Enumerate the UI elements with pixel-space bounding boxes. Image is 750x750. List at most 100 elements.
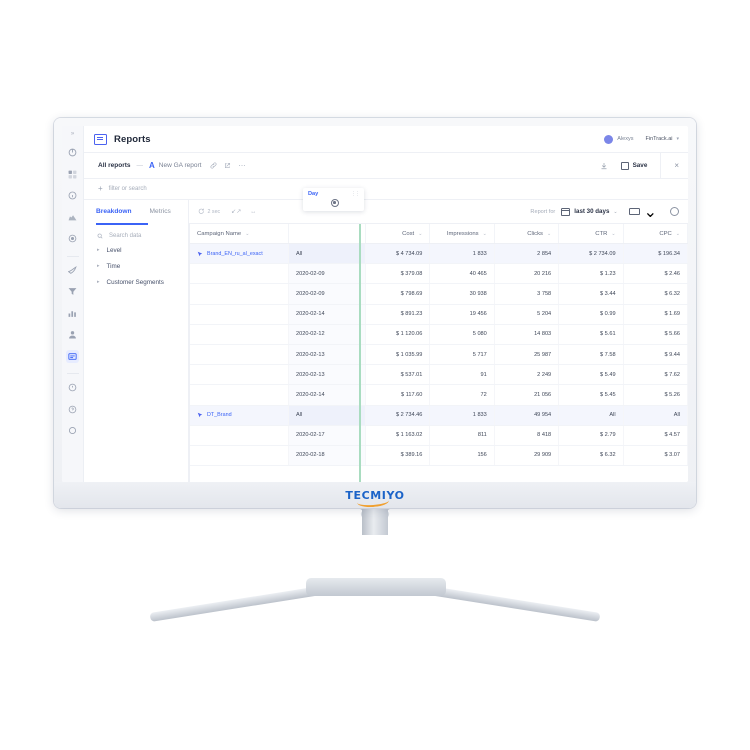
- tree-item-time[interactable]: ▸ Time: [97, 263, 188, 270]
- filter-icon[interactable]: [66, 285, 79, 298]
- avatar[interactable]: [604, 134, 614, 144]
- bulb-icon[interactable]: [66, 381, 79, 394]
- column-header-clicks[interactable]: Clicks ⌄: [494, 224, 560, 244]
- report-toolbar: 2 sec ↙↗ ↔ Report for last 30 days ⌄: [189, 200, 688, 223]
- cell-cost: $ 1 163.02: [365, 425, 431, 446]
- chevron-right-icon: ▸: [97, 279, 100, 285]
- cell-cpc: $ 5.26: [623, 384, 688, 406]
- table-view-icon: [628, 207, 640, 216]
- view-mode-picker[interactable]: ⌄: [628, 202, 657, 222]
- bar-icon[interactable]: [66, 307, 79, 320]
- circle-icon[interactable]: [66, 424, 79, 437]
- download-icon[interactable]: [600, 162, 608, 170]
- cell-cost: $ 4 734.09: [365, 243, 431, 265]
- link-icon[interactable]: [210, 162, 217, 169]
- close-report-button[interactable]: ×: [660, 153, 679, 178]
- table-row[interactable]: Brand_EN_ru_al_exact All $ 4 734.09 1 833 2 …: [190, 243, 688, 265]
- cell-cost: $ 2 734.46: [365, 405, 431, 426]
- cell-clicks: 20 216: [494, 263, 560, 285]
- drag-handle[interactable]: ⋮⋮: [351, 191, 360, 197]
- table-row[interactable]: 2020-02-17 $ 1 163.02 811 8 418 $ 2.79 $ 4.57: [190, 425, 688, 446]
- chart-icon[interactable]: [66, 211, 79, 224]
- more-icon[interactable]: ⋯: [238, 162, 246, 170]
- table-row[interactable]: 2020-02-09 $ 798.69 30 938 3 758 $ 3.44 $ 6.3…: [190, 283, 688, 305]
- table-row[interactable]: 2020-02-13 $ 537.01 91 2 249 $ 5.49 $ 7.62: [190, 364, 688, 386]
- fit-width-icon[interactable]: ↔: [250, 208, 257, 215]
- column-header-cpc[interactable]: CPC ⌄: [623, 224, 688, 244]
- cell-impressions: 1 833: [429, 405, 495, 426]
- refresh-button[interactable]: 2 sec: [198, 208, 220, 215]
- sort-caret-icon[interactable]: ⌄: [418, 230, 423, 237]
- column-header-campaign-name[interactable]: Campaign Name ⌄: [190, 224, 289, 244]
- table-row[interactable]: 2020-02-13 $ 1 035.99 5 717 25 987 $ 7.58 $ 9…: [190, 344, 688, 366]
- sort-caret-icon[interactable]: ⌄: [245, 230, 250, 237]
- sort-caret-icon[interactable]: ⌄: [611, 230, 616, 237]
- column-header-day[interactable]: [288, 224, 366, 244]
- expand-icon[interactable]: ↙↗: [231, 209, 242, 215]
- sort-caret-icon[interactable]: ⌄: [675, 230, 680, 237]
- report-table-wrap[interactable]: Campaign Name ⌄ Cost ⌄: [189, 223, 688, 482]
- table-row[interactable]: 2020-02-14 $ 891.23 19 456 5 204 $ 0.99 $ 1.6…: [190, 304, 688, 325]
- cell-campaign-name: [190, 263, 289, 285]
- tab-breakdown[interactable]: Breakdown: [96, 208, 132, 215]
- cell-clicks: 14 803: [494, 324, 560, 345]
- help-icon[interactable]: [66, 403, 79, 416]
- monitor: »: [54, 118, 696, 508]
- share-icon[interactable]: [224, 162, 231, 169]
- cell-ctr: $ 2 734.09: [558, 243, 624, 265]
- column-header-ctr[interactable]: CTR ⌄: [558, 224, 624, 244]
- target-icon[interactable]: [66, 232, 79, 245]
- table-row[interactable]: DT_Brand All $ 2 734.46 1 833 49 954 All All: [190, 405, 688, 426]
- table-row[interactable]: 2020-02-14 $ 117.60 72 21 056 $ 5.45 $ 5.26: [190, 384, 688, 406]
- cell-impressions: 5 080: [429, 324, 495, 345]
- collapse-rail-button[interactable]: »: [70, 131, 75, 137]
- breadcrumb-separator: —: [136, 162, 144, 169]
- column-header-cost[interactable]: Cost ⌄: [365, 224, 431, 244]
- sort-caret-icon[interactable]: ⌄: [546, 230, 552, 237]
- cell-day: All: [288, 243, 366, 265]
- table-row[interactable]: 2020-02-12 $ 1 120.06 5 080 14 803 $ 5.61 $ 5…: [190, 324, 688, 345]
- campaign-name-label: Brand_EN_ru_al_exact: [207, 250, 263, 257]
- cell-campaign-name: DT_Brand: [190, 405, 289, 426]
- rocket-icon[interactable]: [66, 264, 79, 277]
- grid-icon[interactable]: [66, 168, 79, 181]
- sidebar-item-reports[interactable]: [66, 349, 79, 363]
- tree-item-level[interactable]: ▸ Level: [97, 247, 188, 254]
- sort-caret-icon[interactable]: ⌄: [482, 230, 487, 237]
- top-bar: Reports Alexys FinTrack.ai ▾: [84, 126, 688, 153]
- account-switcher[interactable]: FinTrack.ai: [645, 136, 673, 142]
- breakdown-pane: Breakdown Metrics Search data ▸: [84, 200, 189, 482]
- chevron-down-icon: ⌄: [613, 208, 618, 215]
- campaign-cell[interactable]: Brand_EN_ru_al_exact: [197, 251, 281, 257]
- tab-metrics[interactable]: Metrics: [149, 208, 171, 215]
- campaign-cell[interactable]: DT_Brand: [197, 412, 281, 418]
- cell-clicks: 8 418: [494, 425, 560, 446]
- info-icon[interactable]: [66, 189, 79, 202]
- cell-cost: $ 1 120.06: [365, 324, 431, 345]
- cell-impressions: 72: [429, 384, 495, 406]
- app-window: »: [62, 126, 688, 482]
- person-icon[interactable]: [66, 328, 79, 341]
- filter-search-input[interactable]: filter or search: [108, 186, 147, 192]
- chevron-down-icon[interactable]: ▾: [676, 136, 679, 142]
- filter-row[interactable]: + filter or search: [84, 179, 688, 200]
- day-popover-label: Day: [308, 191, 319, 197]
- tab-underline: [96, 223, 148, 225]
- gear-icon[interactable]: [670, 207, 679, 216]
- dashboard-icon[interactable]: [66, 146, 79, 159]
- tree-item-customer-segments[interactable]: ▸ Customer Segments: [97, 279, 188, 286]
- day-column-popover[interactable]: Day ⋮⋮: [303, 188, 364, 211]
- cell-campaign-name: Brand_EN_ru_al_exact: [190, 243, 289, 265]
- cell-day: 2020-02-18: [288, 445, 366, 467]
- breadcrumb-report-name[interactable]: New GA report: [158, 162, 202, 169]
- cell-impressions: 156: [429, 445, 495, 467]
- breadcrumb-root[interactable]: All reports: [98, 162, 131, 169]
- search-data-input[interactable]: Search data: [84, 225, 188, 239]
- add-filter-icon[interactable]: +: [98, 184, 103, 193]
- column-header-impressions[interactable]: Impressions ⌄: [429, 224, 495, 244]
- table-row[interactable]: 2020-02-09 $ 379.08 40 465 20 216 $ 1.23 $ 2.…: [190, 263, 688, 285]
- save-button[interactable]: Save: [620, 161, 647, 170]
- radio-icon[interactable]: [331, 199, 339, 207]
- table-row[interactable]: 2020-02-18 $ 389.16 156 29 909 $ 6.32 $ 3.07: [190, 445, 688, 467]
- date-range-picker[interactable]: last 30 days ⌄: [561, 207, 618, 216]
